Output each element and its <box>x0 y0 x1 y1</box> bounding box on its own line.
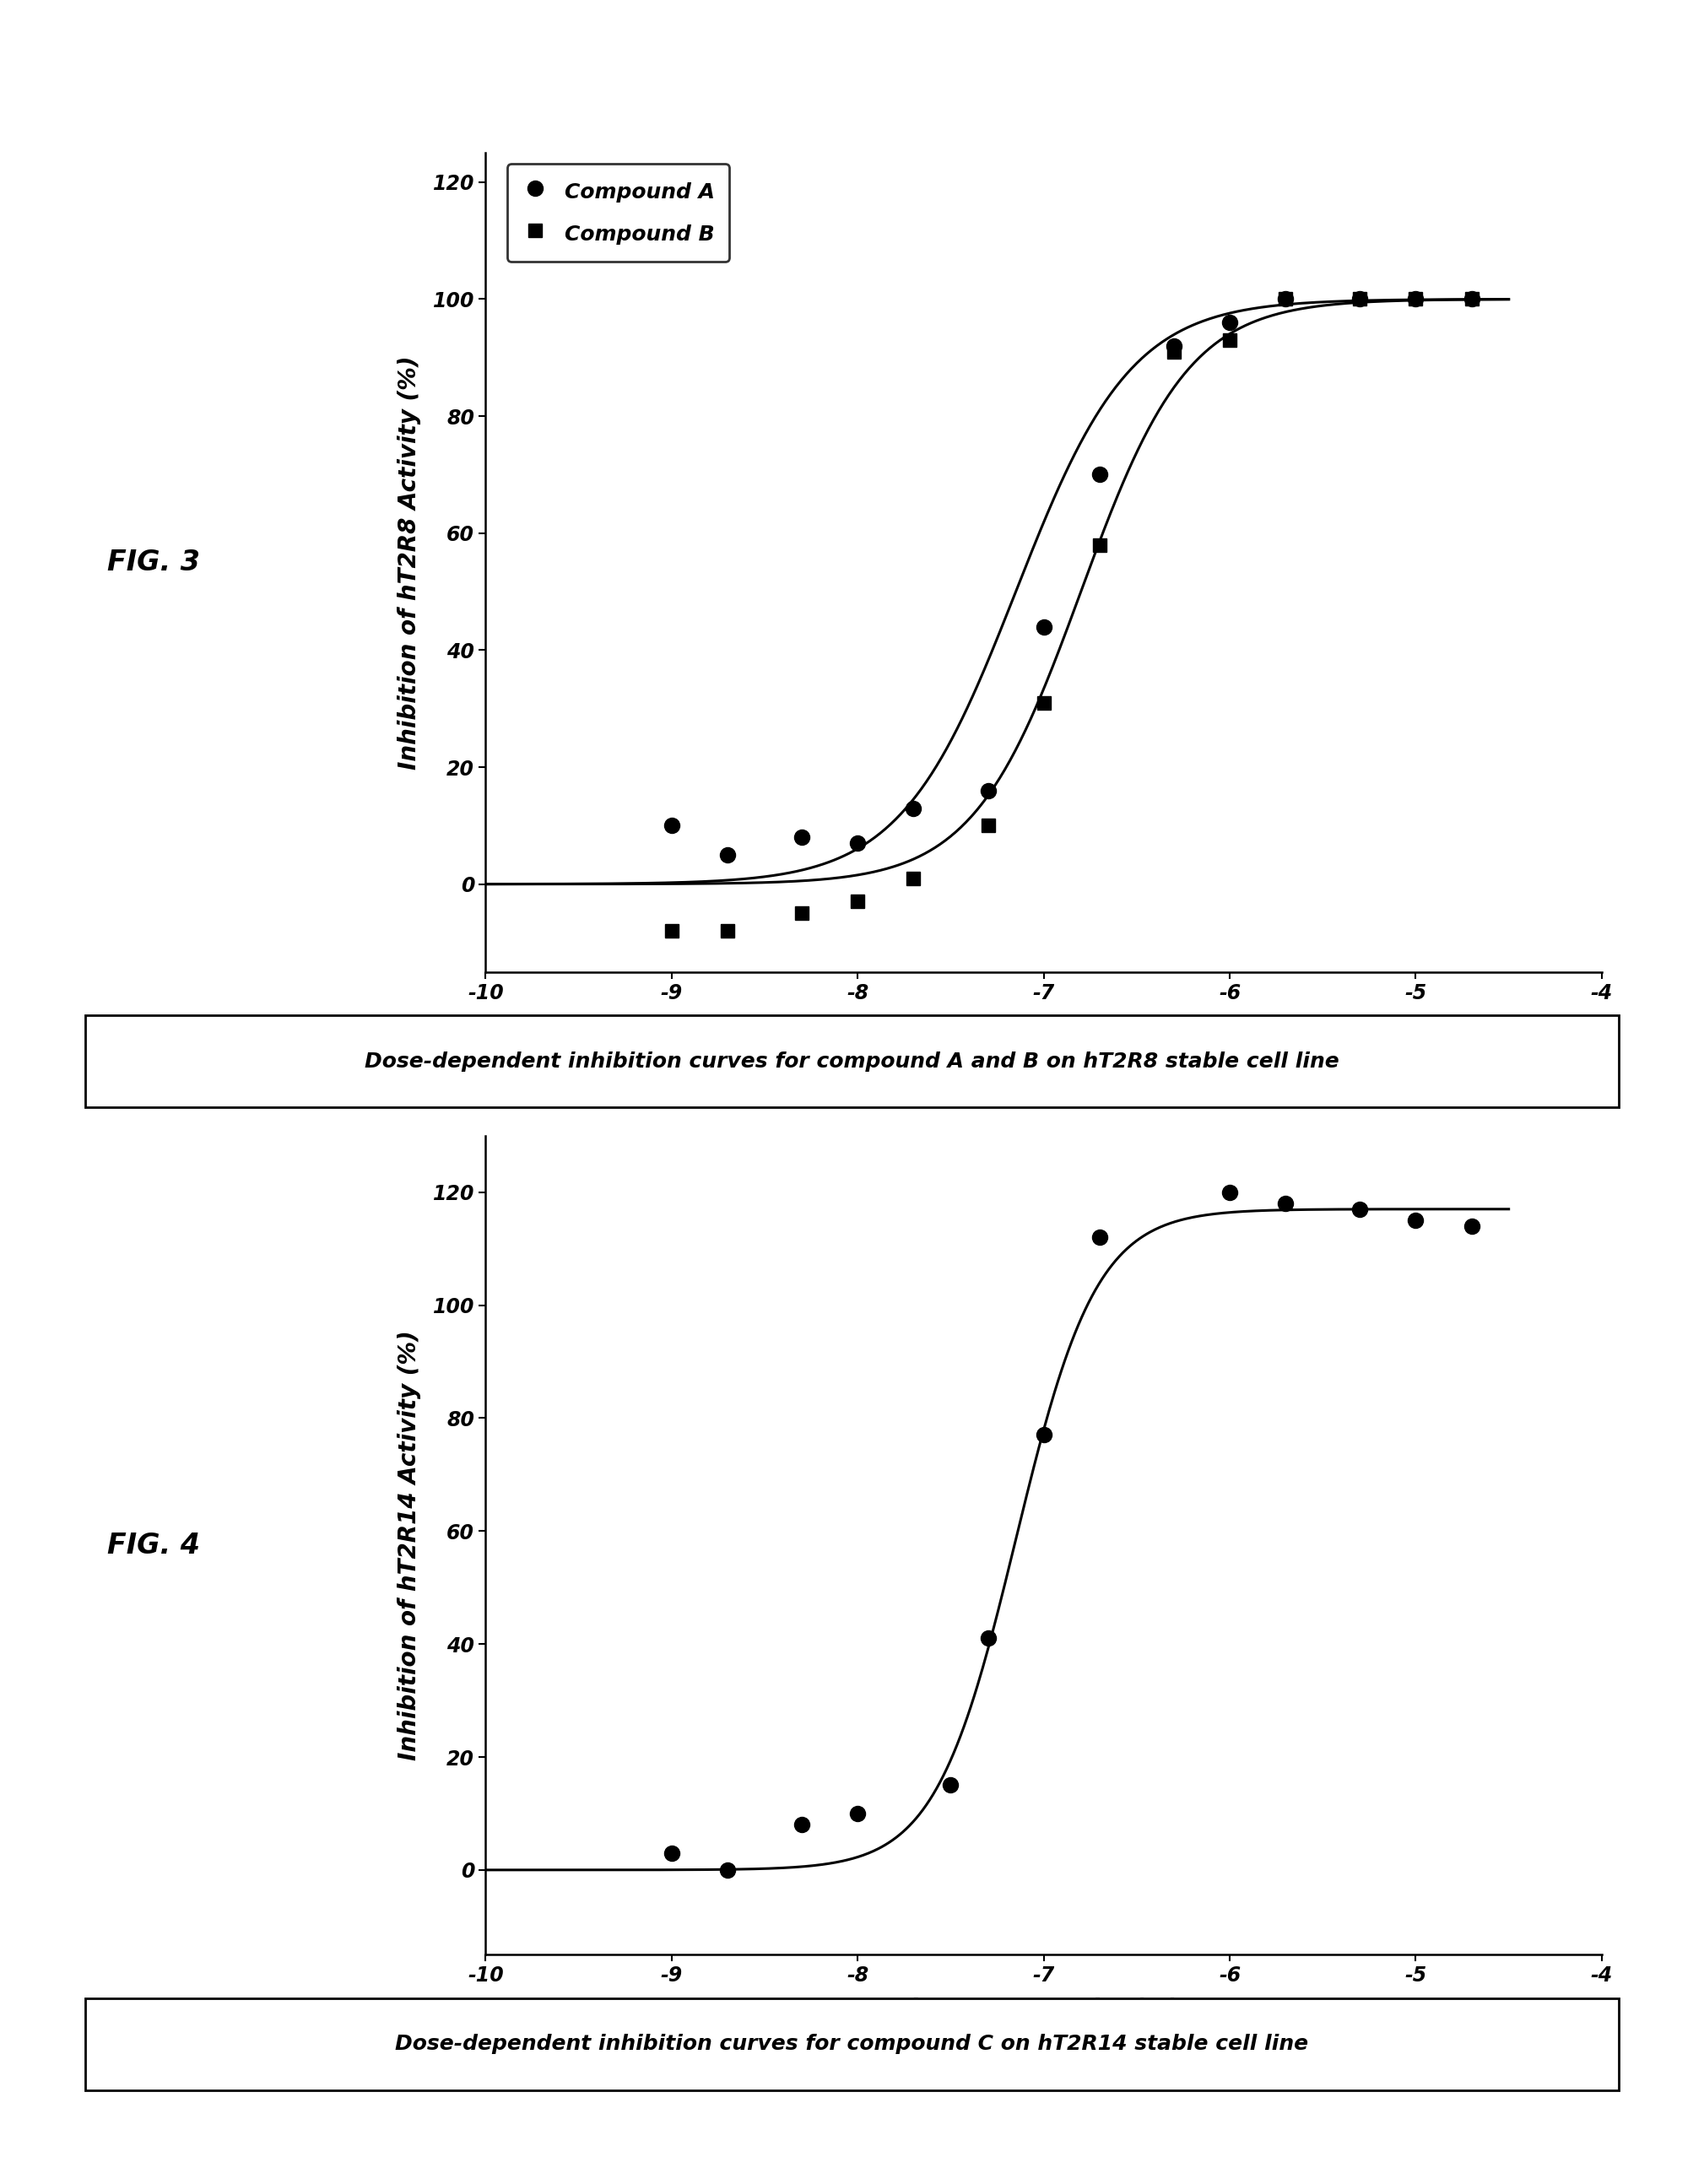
Compound B <box>1462 286 1482 312</box>
Compound B <box>1033 690 1053 716</box>
Compound A <box>1462 286 1482 312</box>
Compound A <box>1089 461 1109 487</box>
Compound A <box>661 812 682 839</box>
Compound A <box>792 823 813 850</box>
Compound A <box>847 830 867 856</box>
Line: Compound A: Compound A <box>665 290 1479 863</box>
Compound B <box>1275 286 1295 312</box>
Line: Compound B: Compound B <box>665 293 1477 937</box>
Legend: Compound A, Compound B: Compound A, Compound B <box>508 164 729 262</box>
Compound A <box>1164 332 1184 358</box>
X-axis label: log Compound C (M): log Compound C (M) <box>910 1998 1177 2022</box>
Compound B <box>661 917 682 943</box>
Compound B <box>1220 328 1241 354</box>
Compound A <box>1033 614 1053 640</box>
Compound B <box>978 812 999 839</box>
Text: Dose-dependent inhibition curves for compound C on hT2R14 stable cell line: Dose-dependent inhibition curves for com… <box>395 2033 1309 2055</box>
Compound B <box>847 889 867 915</box>
Compound B <box>1164 339 1184 365</box>
Compound B <box>1350 286 1370 312</box>
Compound B <box>903 865 924 891</box>
Compound B <box>1406 286 1426 312</box>
Compound B <box>717 917 738 943</box>
Y-axis label: Inhibition of hT2R8 Activity (%): Inhibition of hT2R8 Activity (%) <box>397 356 421 769</box>
Text: FIG. 3: FIG. 3 <box>107 548 199 577</box>
Compound A <box>1220 310 1241 336</box>
Compound B <box>1089 531 1109 557</box>
Compound A <box>903 795 924 821</box>
X-axis label: log Compound (M): log Compound (M) <box>922 1016 1166 1040</box>
Compound A <box>1275 286 1295 312</box>
Compound A <box>717 841 738 867</box>
Compound B <box>792 900 813 926</box>
Text: Dose-dependent inhibition curves for compound A and B on hT2R8 stable cell line: Dose-dependent inhibition curves for com… <box>365 1051 1339 1072</box>
FancyBboxPatch shape <box>85 1998 1619 2090</box>
Text: FIG. 4: FIG. 4 <box>107 1531 199 1559</box>
Compound A <box>1406 286 1426 312</box>
FancyBboxPatch shape <box>85 1016 1619 1107</box>
Compound A <box>1350 286 1370 312</box>
Y-axis label: Inhibition of hT2R14 Activity (%): Inhibition of hT2R14 Activity (%) <box>397 1330 421 1760</box>
Compound A <box>978 778 999 804</box>
